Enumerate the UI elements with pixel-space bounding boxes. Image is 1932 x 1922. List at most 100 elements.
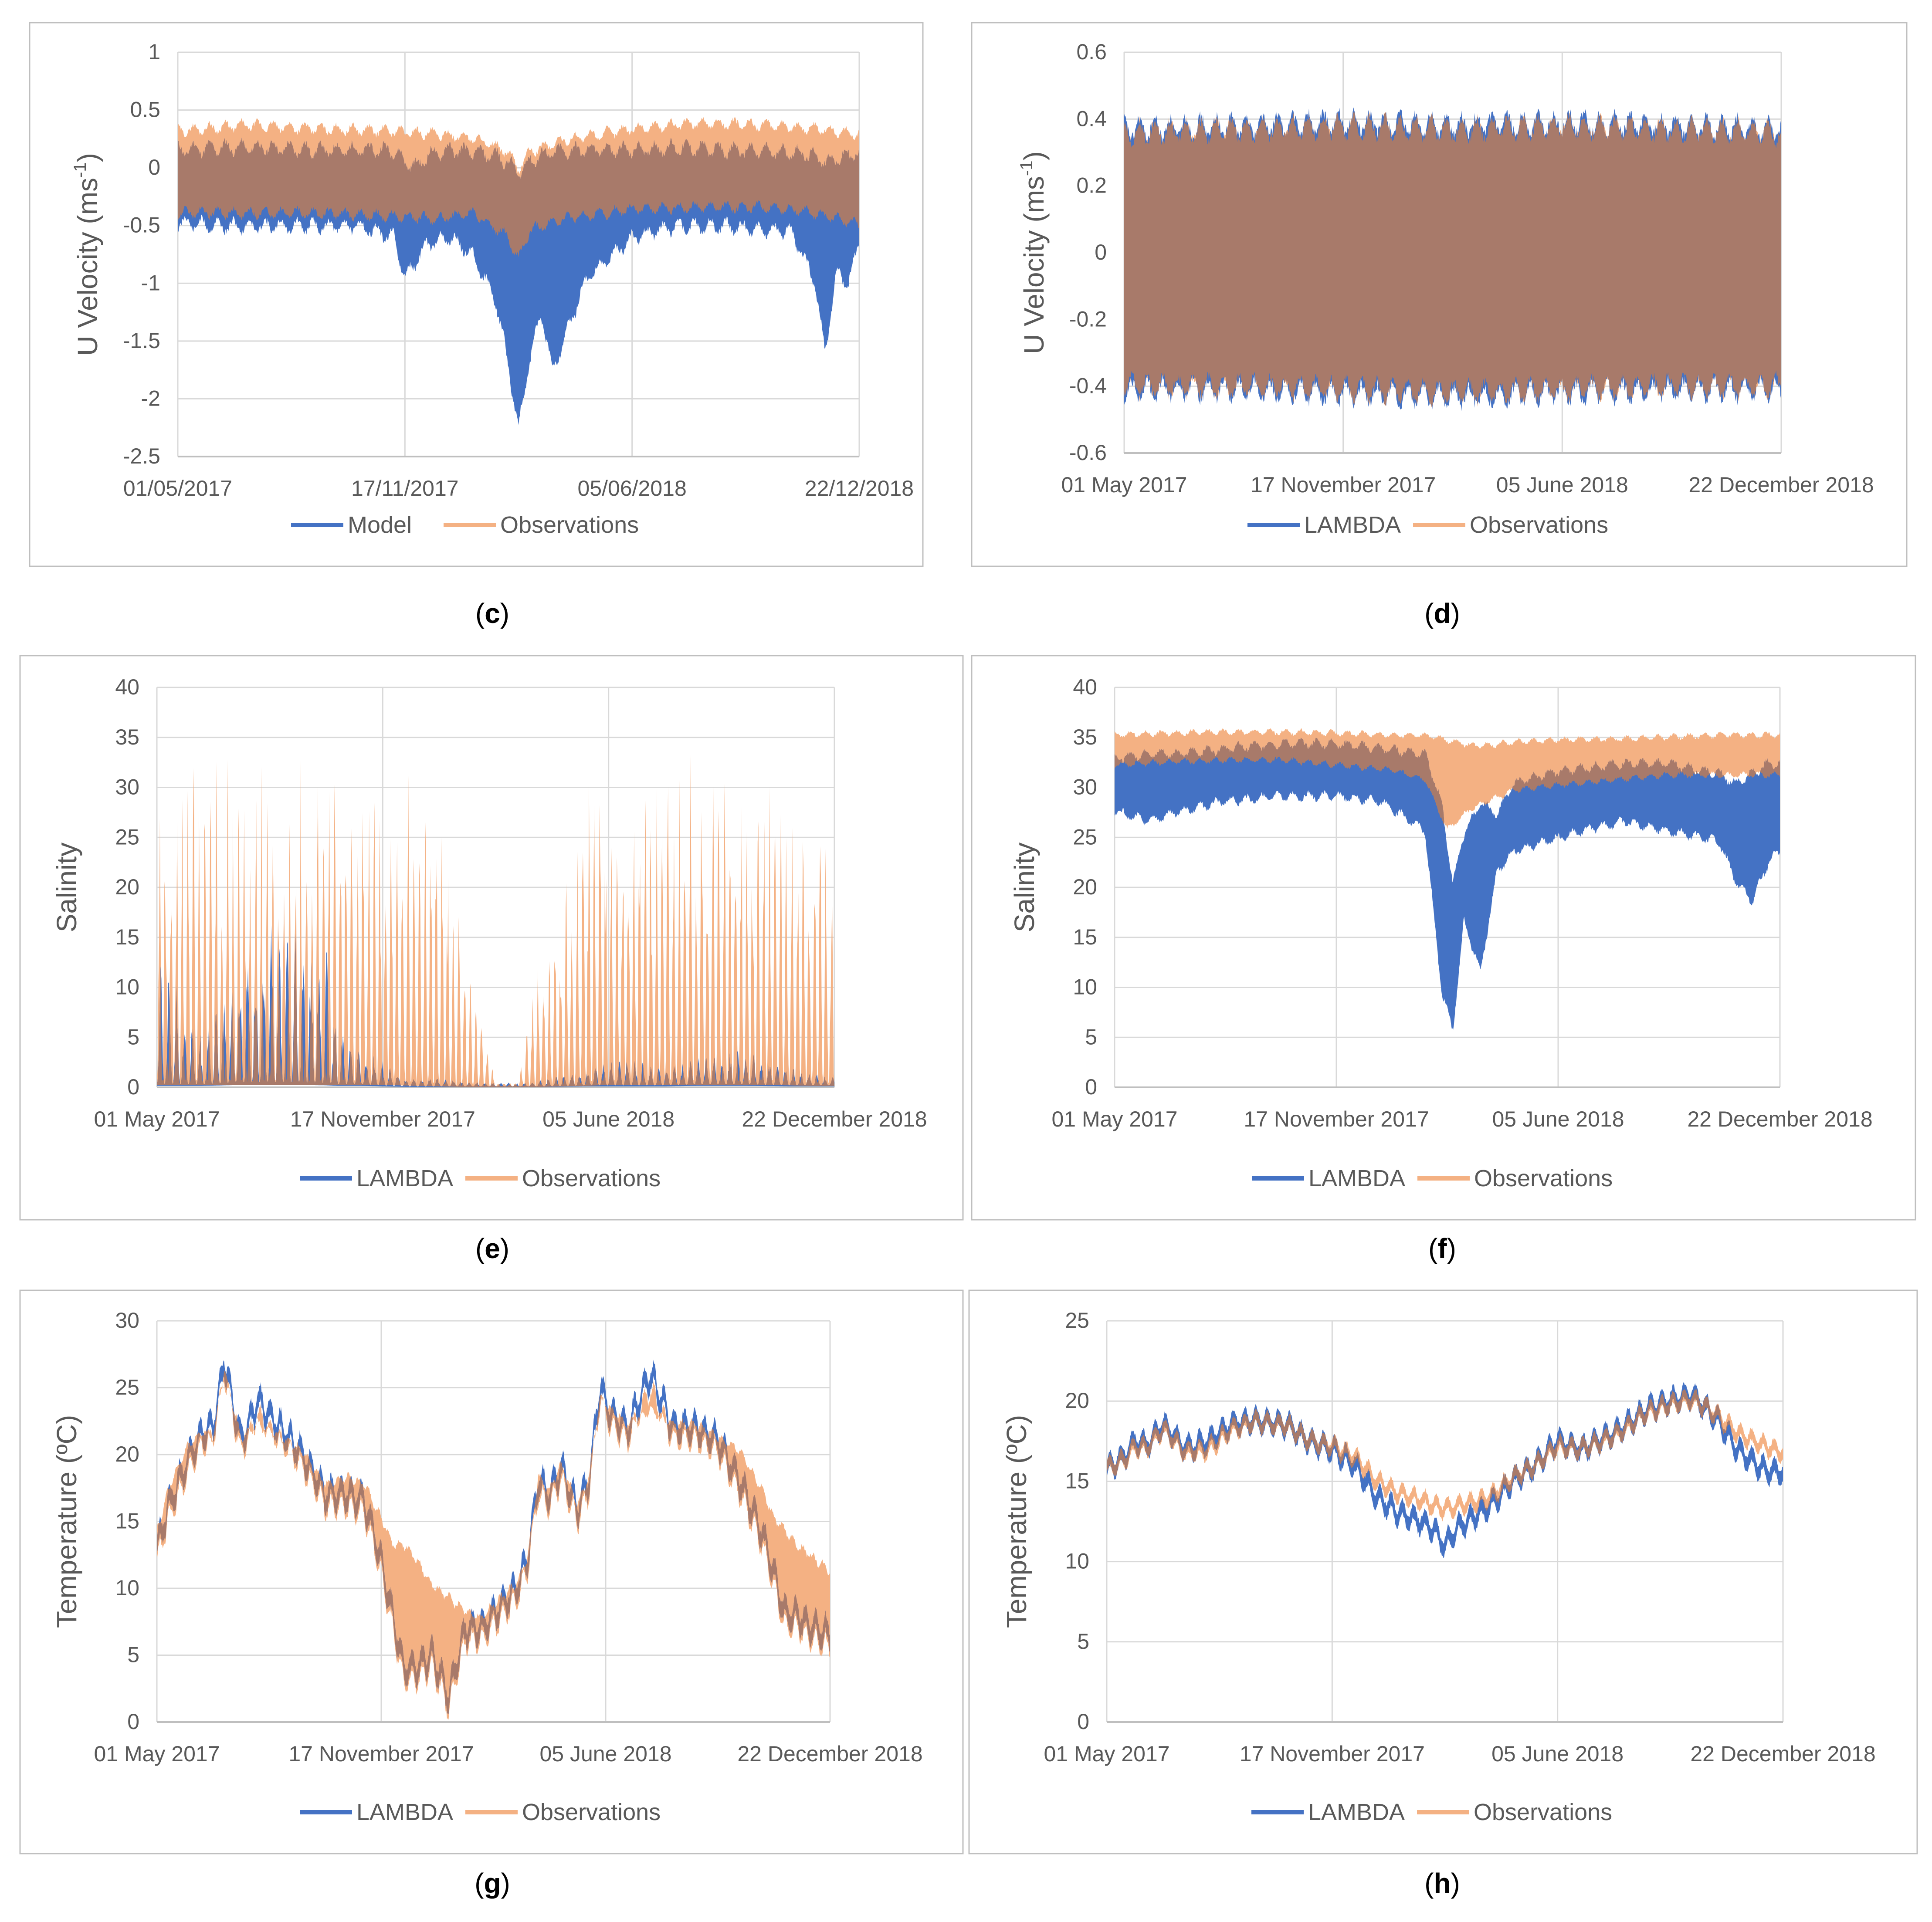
y-tick-label: -0.2 <box>1069 307 1107 331</box>
y-tick-label: 15 <box>115 925 139 949</box>
y-tick-label: 20 <box>115 875 139 899</box>
x-tick-label: 22 December 2018 <box>1690 1742 1875 1766</box>
legend-label: Observations <box>1470 512 1608 538</box>
y-tick-label: 0 <box>1077 1709 1089 1734</box>
series-model <box>1115 738 1780 1030</box>
y-tick-label: 35 <box>1073 725 1097 749</box>
y-axis-label: Salinity <box>1009 843 1040 932</box>
y-tick-label: 0 <box>148 155 160 179</box>
y-tick-label: 1 <box>148 40 160 64</box>
y-tick-label: -2 <box>141 386 160 410</box>
y-tick-label: 25 <box>1065 1308 1089 1333</box>
chart-panel-f: 40 35 30 25 20 15 10 5 0 01 May 2017 17 November 2… <box>971 655 1916 1221</box>
x-tick-label: 01 May 2017 <box>1061 473 1187 497</box>
chart-frame <box>968 1289 1918 1854</box>
y-tick-label: 10 <box>115 1576 139 1600</box>
legend-label: LAMBDA <box>1308 1799 1405 1825</box>
x-tick-label: 22 December 2018 <box>1687 1107 1872 1131</box>
y-tick-label: 0 <box>127 1075 139 1099</box>
y-tick-label: 0.5 <box>130 98 160 122</box>
series-overlap <box>1107 1388 1783 1544</box>
y-tick-label: 30 <box>115 1308 139 1333</box>
x-tick-label: 05 June 2018 <box>1491 1742 1624 1766</box>
x-tick-label: 05 June 2018 <box>539 1742 671 1766</box>
chart-panel-h: 25 20 15 10 5 0 01 May 2017 17 November 2017 05 … <box>968 1289 1918 1854</box>
y-tick-label: 0 <box>1095 240 1107 264</box>
panel-caption: (h) <box>1424 1868 1460 1899</box>
y-tick-label: 25 <box>115 825 139 849</box>
legend-label: LAMBDA <box>1308 1165 1405 1191</box>
panel-caption: (d) <box>1424 598 1460 629</box>
legend-label: LAMBDA <box>356 1165 453 1191</box>
y-tick-label: 15 <box>115 1509 139 1533</box>
legend: LAMBDA Observations <box>1247 512 1608 538</box>
x-tick-label: 22 December 2018 <box>1688 473 1874 497</box>
y-tick-label: 35 <box>115 725 139 749</box>
y-tick-label: 20 <box>1073 875 1097 899</box>
y-tick-label: 25 <box>1073 825 1097 849</box>
x-tick-label: 01 May 2017 <box>94 1107 220 1131</box>
x-tick-label: 01 May 2017 <box>94 1742 220 1766</box>
series-overlap <box>1115 738 1780 883</box>
x-tick-label: 05/06/2018 <box>578 476 687 501</box>
legend-label: Observations <box>500 512 639 538</box>
x-tick-label: 22 December 2018 <box>737 1742 922 1766</box>
legend-label: Model <box>348 512 412 538</box>
chart-panel-c: 1 0.5 0 -0.5 -1 -1.5 -2 -2.5 01/05/2017 17/11/201… <box>29 22 924 567</box>
legend-label: Observations <box>522 1165 661 1191</box>
legend: Model Observations <box>291 512 639 538</box>
x-tick-label: 01/05/2017 <box>123 476 232 501</box>
x-tick-label: 17 November 2017 <box>1244 1107 1429 1131</box>
y-tick-label: -0.6 <box>1069 440 1107 465</box>
x-tick-label: 17 November 2017 <box>288 1742 474 1766</box>
y-tick-label: 5 <box>1077 1629 1089 1654</box>
y-tick-label: -2.5 <box>123 444 160 468</box>
y-tick-label: 5 <box>127 1643 139 1667</box>
legend-label: Observations <box>1474 1165 1613 1191</box>
legend-label: LAMBDA <box>1304 512 1401 538</box>
y-tick-label: 0.6 <box>1076 40 1107 64</box>
x-tick-label: 17 November 2017 <box>1240 1742 1425 1766</box>
y-tick-label: 0.2 <box>1076 173 1107 198</box>
y-axis-label: U Velocity (ms-1) <box>1017 151 1050 354</box>
y-tick-label: 15 <box>1073 925 1097 949</box>
panel-caption: (e) <box>475 1233 509 1264</box>
y-tick-label: -1.5 <box>123 328 160 353</box>
chart-panel-g: 30 25 20 15 10 5 0 01 May 2017 17 November 2017 0… <box>19 1289 964 1854</box>
chart-panel-e: 40 35 30 25 20 15 10 5 0 01 May 2017 17 November 2… <box>19 655 964 1221</box>
panel-caption: (f) <box>1428 1233 1456 1264</box>
x-tick-label: 22 December 2018 <box>742 1107 927 1131</box>
series-overlap <box>1124 111 1781 407</box>
y-tick-label: -1 <box>141 271 160 295</box>
y-tick-label: 25 <box>115 1375 139 1400</box>
y-tick-label: 10 <box>1065 1549 1089 1573</box>
legend-label: Observations <box>522 1799 661 1825</box>
x-tick-label: 05 June 2018 <box>1492 1107 1624 1131</box>
chart-panel-d: 0.6 0.4 0.2 0 -0.2 -0.4 -0.6 01 May 2017 17 Nove… <box>971 22 1908 567</box>
x-tick-label: 01 May 2017 <box>1051 1107 1177 1131</box>
legend-label: LAMBDA <box>356 1799 453 1825</box>
legend: LAMBDA Observations <box>1252 1165 1613 1191</box>
chart-frame <box>29 22 924 567</box>
x-tick-label: 17 November 2017 <box>1251 473 1436 497</box>
y-tick-label: 5 <box>127 1025 139 1049</box>
series-overlap <box>178 137 859 257</box>
y-axis-label: Temperature (ºC) <box>51 1415 82 1628</box>
y-axis-label: Temperature (ºC) <box>1001 1415 1032 1628</box>
legend: LAMBDA Observations <box>1251 1799 1612 1825</box>
y-tick-label: 10 <box>115 975 139 999</box>
y-tick-label: -0.5 <box>123 213 160 237</box>
y-tick-label: 40 <box>115 675 139 699</box>
x-tick-label: 01 May 2017 <box>1044 1742 1169 1766</box>
y-tick-label: 10 <box>1073 975 1097 999</box>
legend: LAMBDA Observations <box>300 1799 661 1825</box>
x-tick-label: 22/12/2018 <box>805 476 914 501</box>
legend-label: Observations <box>1474 1799 1612 1825</box>
y-tick-label: 30 <box>1073 775 1097 799</box>
series-model <box>157 925 834 1087</box>
x-tick-label: 05 June 2018 <box>542 1107 675 1131</box>
y-tick-label: 0 <box>1085 1075 1097 1099</box>
y-tick-label: 20 <box>115 1442 139 1466</box>
panel-caption: (g) <box>475 1868 510 1899</box>
